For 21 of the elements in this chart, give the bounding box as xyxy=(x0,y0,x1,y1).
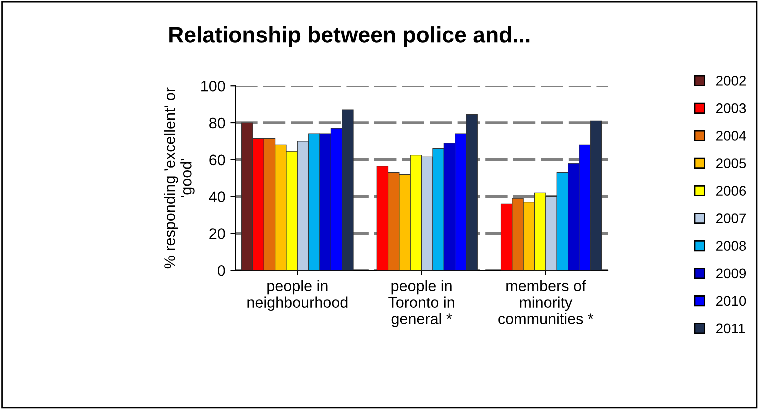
y-tick-label: 20 xyxy=(210,228,226,240)
y-tick-label: 40 xyxy=(209,192,226,202)
legend-label: 2011 xyxy=(716,324,746,334)
legend-label: 2006 xyxy=(716,186,746,196)
legend-label: 2007 xyxy=(716,214,746,224)
y-axis-title: % responding 'excellent' or 'good' xyxy=(164,88,195,269)
x-tick-label: people in neighbourhood xyxy=(248,280,348,312)
legend-label: 2005 xyxy=(716,158,746,168)
legend-label: 2008 xyxy=(716,241,746,252)
legend-label: 2004 xyxy=(716,131,746,141)
chart-title: Relationship between police and... xyxy=(170,26,530,48)
y-tick-label: 100 xyxy=(202,80,226,92)
y-tick-label: 80 xyxy=(210,118,226,129)
legend-label: 2003 xyxy=(716,104,746,114)
y-tick-label: 60 xyxy=(210,154,226,166)
legend-label: 2002 xyxy=(716,76,746,86)
y-tick-label: 0 xyxy=(218,265,226,276)
x-tick-label: members of minority communities * xyxy=(498,280,594,324)
legend-label: 2009 xyxy=(716,268,746,279)
x-tick-label: people in Toronto in general * xyxy=(388,280,454,328)
legend-label: 2010 xyxy=(716,296,746,306)
